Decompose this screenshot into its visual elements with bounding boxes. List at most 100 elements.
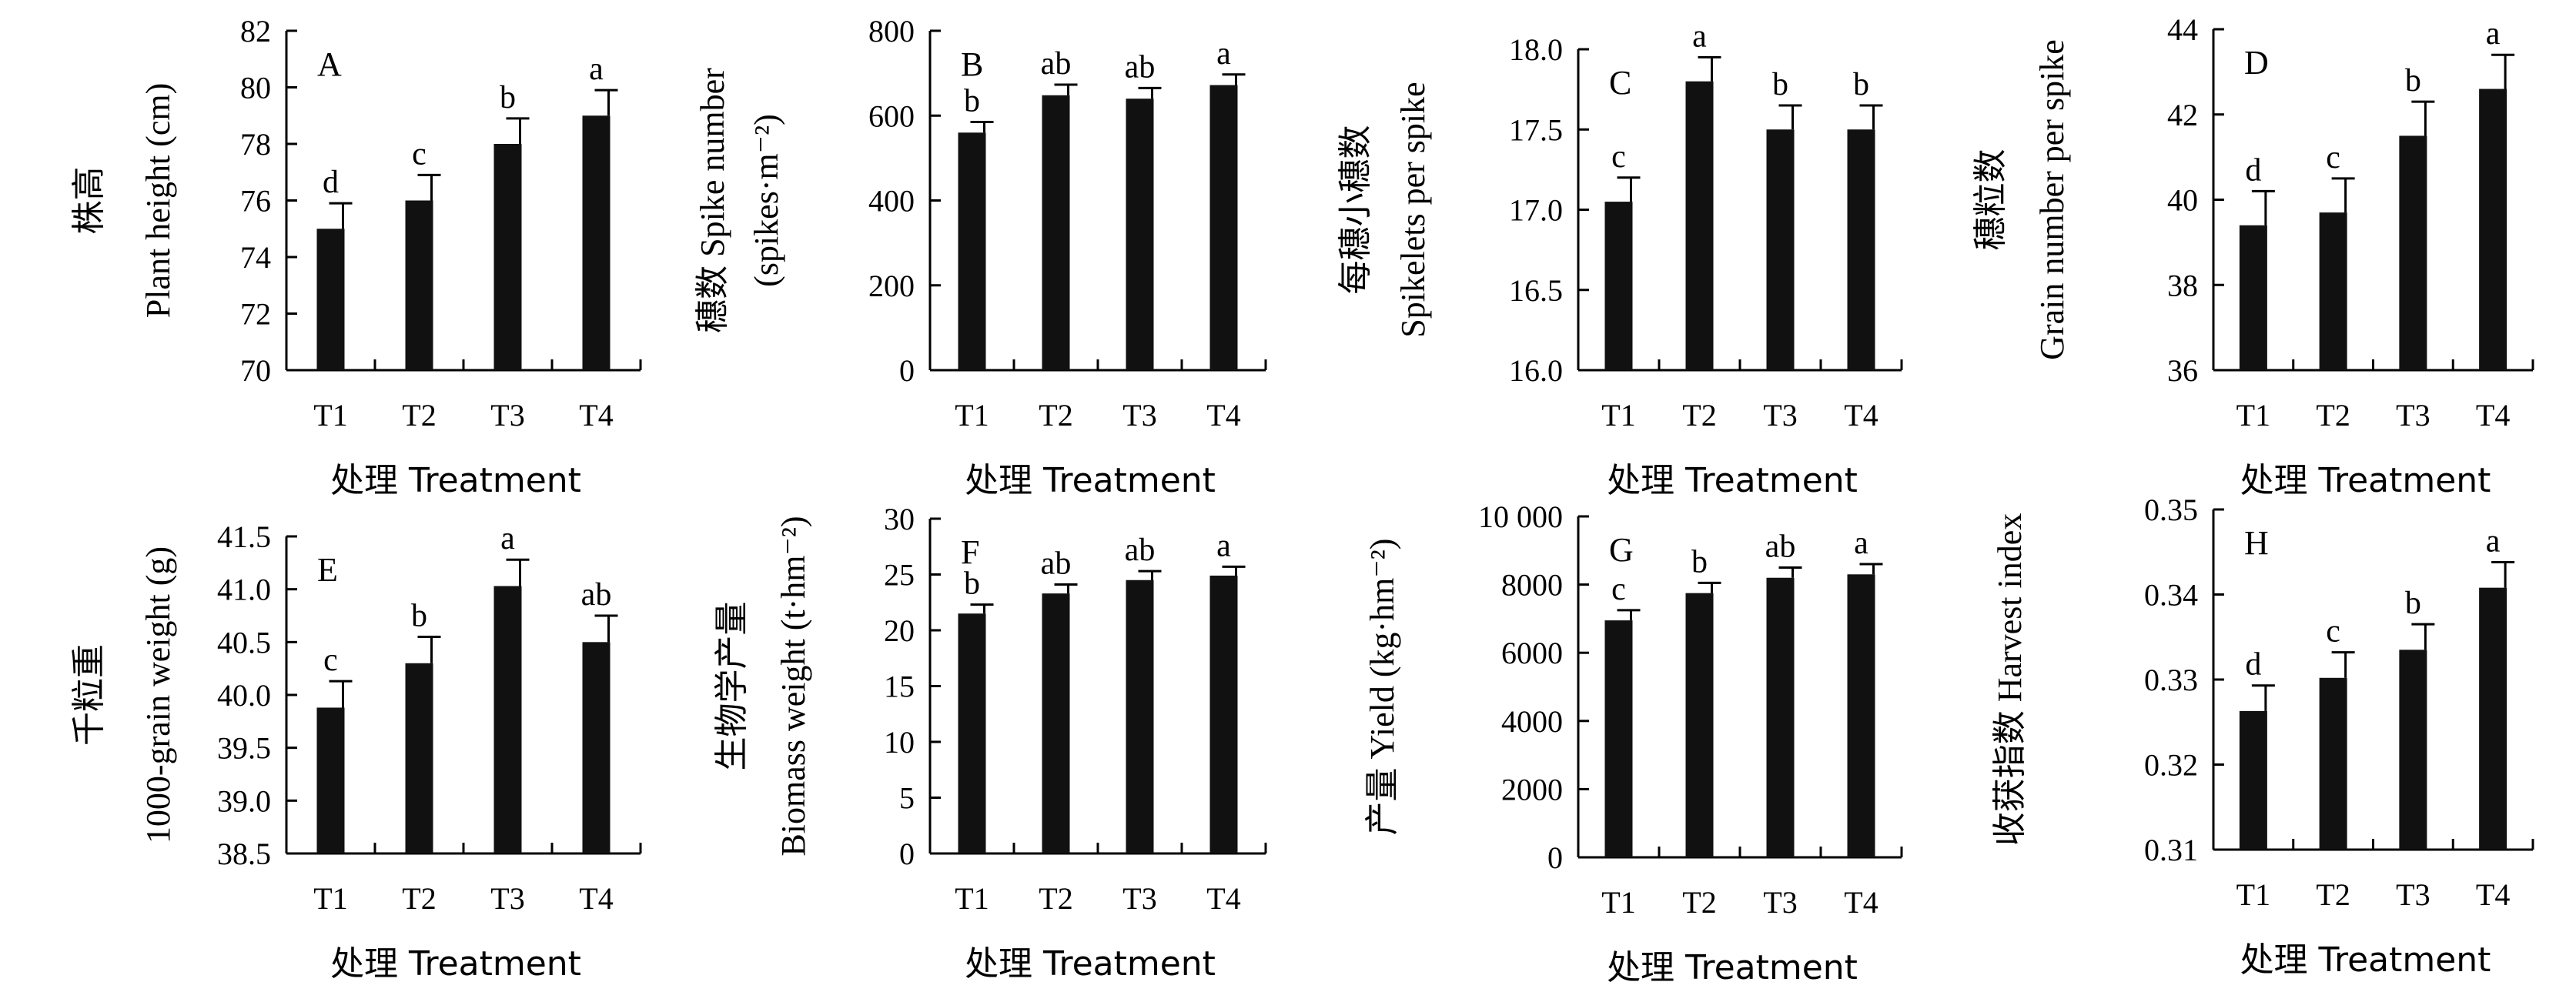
panel-c-ytick-label: 16.0	[1509, 353, 1563, 388]
panel-b-bar-t1	[958, 132, 986, 371]
panel-c-bar-t3	[1766, 129, 1795, 370]
panel-e-bar-t3	[493, 586, 522, 853]
panel-d-ytick-label: 36	[2167, 353, 2198, 388]
panel-a-ytick-label: 80	[240, 71, 271, 105]
panel-d-ytick-label: 42	[2167, 98, 2198, 132]
panel-c-ytick-label: 16.5	[1509, 273, 1563, 308]
panel-e-ylabel-en: 1000-grain weight (g)	[139, 546, 177, 843]
panel-f-ytick-label: 20	[884, 613, 915, 648]
panel-e-ytick-label: 38.5	[217, 837, 271, 871]
panel-b-bar-t3	[1126, 99, 1154, 370]
panel-f-ytick-label: 25	[884, 558, 915, 593]
panel-a-sig-label: d	[323, 165, 339, 200]
panel-d-category-label: T3	[2396, 398, 2430, 433]
panel-a-category-label: T2	[402, 398, 436, 433]
panel-b-category-label: T4	[1206, 398, 1240, 433]
panel-d-ylabel-en: Grain number per spike	[2033, 39, 2071, 360]
panel-c-xlabel: 处理 Treatment	[1607, 461, 1858, 500]
panel-d-category-label: T2	[2316, 398, 2350, 433]
panel-c-ytick-label: 18.0	[1509, 32, 1563, 67]
panel-c-ylabel-zh: 每穗小穗数	[1337, 125, 1374, 295]
panel-g-category-label: T2	[1682, 885, 1716, 920]
panel-h-category-label: T2	[2316, 877, 2350, 912]
panel-f-xlabel: 处理 Treatment	[965, 944, 1216, 984]
panel-b-sig-label: a	[1216, 36, 1231, 72]
panel-f-ylabel-zh: 生物学产量	[713, 602, 751, 771]
panel-b-bar-t4	[1209, 85, 1238, 370]
panel-d-bar-t4	[2479, 89, 2507, 371]
panel-b-sig-label: ab	[1125, 49, 1156, 85]
panel-g-bar-t2	[1685, 593, 1714, 857]
panel-g-bar-t3	[1766, 577, 1795, 857]
panel-a-category-label: T4	[579, 398, 613, 433]
panel-c-category-label: T2	[1682, 398, 1716, 433]
panel-a-bar-t2	[405, 200, 433, 370]
panel-f-ylabel-en: Biomass weight (t·hm⁻²)	[774, 516, 812, 856]
panel-g-ytick-label: 2000	[1501, 772, 1563, 807]
panel-b-category-label: T2	[1039, 398, 1072, 433]
panel-h-ylabel: 收获指数 Harvest index	[1991, 513, 2029, 847]
panel-e-category-label: T1	[313, 881, 347, 916]
panel-g-ytick-label: 0	[1547, 840, 1563, 875]
panel-f-ytick-label: 5	[899, 781, 915, 816]
panel-b-ytick-label: 200	[868, 269, 915, 303]
panel-e-xlabel: 处理 Treatment	[330, 944, 581, 984]
panel-a-category-label: T1	[313, 398, 347, 433]
panel-e-ytick-label: 41.0	[217, 573, 271, 607]
panel-h-letter: H	[2244, 524, 2269, 562]
panel-a-bar-t3	[493, 144, 522, 370]
panel-f-sig-label: b	[964, 566, 980, 602]
panel-f-ytick-label: 30	[884, 502, 915, 536]
panel-c-sig-label: b	[1853, 67, 1869, 102]
panel-g-category-label: T4	[1844, 885, 1878, 920]
panel-c-sig-label: c	[1611, 139, 1626, 175]
panel-e-letter: E	[317, 551, 338, 589]
panel-g-ytick-label: 8000	[1501, 568, 1563, 603]
panel-b-ytick-label: 800	[868, 14, 915, 48]
panel-g-ylabel: 产量 Yield (kg·hm⁻²)	[1363, 539, 1401, 836]
panel-e-category-label: T4	[579, 881, 613, 916]
panel-e-ylabel-zh: 千粒重	[70, 644, 108, 746]
panel-f-bar-t1	[958, 613, 986, 853]
panel-g-letter: G	[1609, 531, 1634, 569]
panel-h-category-label: T3	[2396, 877, 2430, 912]
panel-f-sig-label: ab	[1125, 533, 1156, 568]
panel-b-ylabel: 穗数 Spike number	[694, 68, 731, 333]
panel-g-category-label: T3	[1763, 885, 1797, 920]
panel-d-xlabel: 处理 Treatment	[2240, 461, 2491, 500]
panel-e-ytick-label: 40.5	[217, 625, 271, 660]
panel-b-category-label: T1	[955, 398, 989, 433]
panel-c-bar-t1	[1604, 202, 1633, 370]
panel-g-bar-t4	[1847, 574, 1875, 857]
panel-g-sig-label: a	[1854, 526, 1868, 561]
panel-a-ytick-label: 78	[240, 127, 271, 162]
panel-e-ytick-label: 39.0	[217, 783, 271, 818]
panel-h-bar-t3	[2399, 650, 2427, 850]
panel-c-sig-label: b	[1772, 67, 1788, 102]
panel-d-sig-label: b	[2405, 63, 2421, 99]
panel-f-category-label: T3	[1122, 881, 1156, 916]
panel-g-ytick-label: 6000	[1501, 636, 1563, 670]
panel-f-bar-t2	[1042, 593, 1070, 853]
panel-d-bar-t2	[2319, 212, 2347, 370]
panel-d-bar-t3	[2399, 135, 2427, 370]
panel-d-category-label: T1	[2236, 398, 2270, 433]
panel-d-sig-label: a	[2486, 16, 2501, 52]
panel-g-category-label: T1	[1601, 885, 1635, 920]
panel-f-ytick-label: 15	[884, 670, 915, 704]
panel-b-ylabel-unit: (spikes·m⁻²)	[748, 114, 785, 287]
panel-d-category-label: T4	[2476, 398, 2510, 433]
panel-a-ytick-label: 76	[240, 184, 271, 219]
panel-c-category-label: T1	[1601, 398, 1635, 433]
panel-h-bar-t1	[2239, 710, 2267, 850]
panel-h-category-label: T4	[2476, 877, 2510, 912]
panel-h-ytick-label: 0.34	[2144, 578, 2198, 613]
panel-a-ytick-label: 72	[240, 297, 271, 332]
panel-h-sig-label: c	[2326, 614, 2340, 650]
panel-e-ytick-label: 40.0	[217, 678, 271, 713]
panel-c-sig-label: a	[1692, 18, 1707, 54]
panel-d-sig-label: c	[2326, 140, 2340, 175]
panel-d-ytick-label: 44	[2167, 12, 2198, 47]
panel-e-sig-label: ab	[581, 577, 612, 613]
panel-a-category-label: T3	[490, 398, 524, 433]
